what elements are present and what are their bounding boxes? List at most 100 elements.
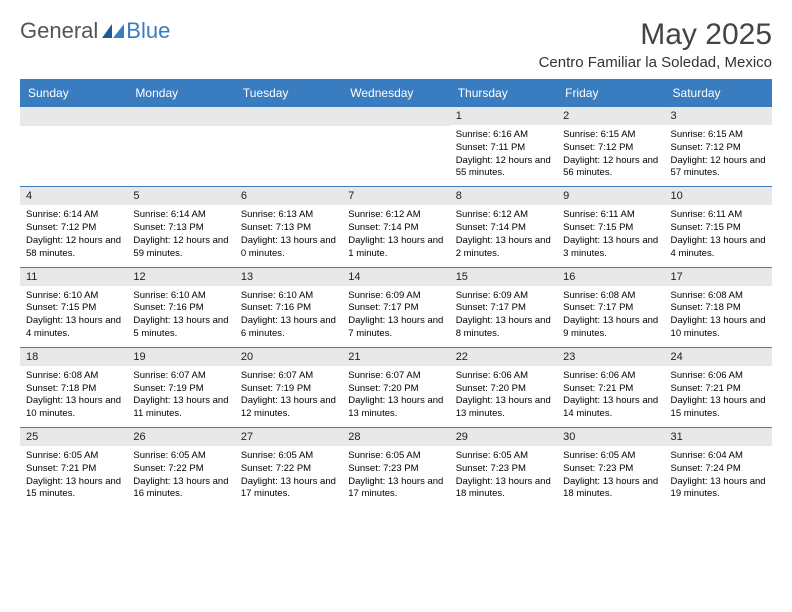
header: General Blue May 2025 Centro Familiar la… (20, 18, 772, 71)
sunset-text: Sunset: 7:12 PM (563, 142, 658, 155)
weekday-tuesday: Tuesday (235, 80, 342, 106)
day-cell: 31Sunrise: 6:04 AMSunset: 7:24 PMDayligh… (665, 428, 772, 507)
blank-day (20, 107, 127, 126)
day-number: 15 (450, 268, 557, 286)
daylight-text: Daylight: 13 hours and 13 minutes. (348, 395, 443, 421)
sunset-text: Sunset: 7:13 PM (241, 222, 336, 235)
daylight-text: Daylight: 13 hours and 15 minutes. (671, 395, 766, 421)
daylight-text: Daylight: 13 hours and 6 minutes. (241, 315, 336, 341)
day-cell: 25Sunrise: 6:05 AMSunset: 7:21 PMDayligh… (20, 428, 127, 507)
day-number: 19 (127, 348, 234, 366)
day-number: 11 (20, 268, 127, 286)
sunset-text: Sunset: 7:15 PM (671, 222, 766, 235)
daylight-text: Daylight: 13 hours and 12 minutes. (241, 395, 336, 421)
day-cell: 11Sunrise: 6:10 AMSunset: 7:15 PMDayligh… (20, 268, 127, 347)
day-number: 2 (557, 107, 664, 125)
sunrise-text: Sunrise: 6:14 AM (133, 209, 228, 222)
sunrise-text: Sunrise: 6:08 AM (26, 370, 121, 383)
day-number: 14 (342, 268, 449, 286)
day-number: 1 (450, 107, 557, 125)
day-body: Sunrise: 6:06 AMSunset: 7:21 PMDaylight:… (557, 366, 664, 427)
day-cell: 5Sunrise: 6:14 AMSunset: 7:13 PMDaylight… (127, 187, 234, 266)
day-cell: 4Sunrise: 6:14 AMSunset: 7:12 PMDaylight… (20, 187, 127, 266)
sunset-text: Sunset: 7:21 PM (563, 383, 658, 396)
day-body: Sunrise: 6:15 AMSunset: 7:12 PMDaylight:… (665, 125, 772, 186)
day-cell: 8Sunrise: 6:12 AMSunset: 7:14 PMDaylight… (450, 187, 557, 266)
day-body: Sunrise: 6:09 AMSunset: 7:17 PMDaylight:… (450, 286, 557, 347)
calendar: SundayMondayTuesdayWednesdayThursdayFrid… (20, 79, 772, 507)
day-number: 18 (20, 348, 127, 366)
day-body: Sunrise: 6:07 AMSunset: 7:20 PMDaylight:… (342, 366, 449, 427)
day-body: Sunrise: 6:10 AMSunset: 7:16 PMDaylight:… (235, 286, 342, 347)
day-number: 26 (127, 428, 234, 446)
daylight-text: Daylight: 13 hours and 0 minutes. (241, 235, 336, 261)
day-cell: 16Sunrise: 6:08 AMSunset: 7:17 PMDayligh… (557, 268, 664, 347)
day-number: 22 (450, 348, 557, 366)
sunrise-text: Sunrise: 6:13 AM (241, 209, 336, 222)
sunrise-text: Sunrise: 6:05 AM (348, 450, 443, 463)
sunrise-text: Sunrise: 6:06 AM (671, 370, 766, 383)
day-number: 12 (127, 268, 234, 286)
sunset-text: Sunset: 7:17 PM (563, 302, 658, 315)
blank-day (127, 107, 234, 126)
sunset-text: Sunset: 7:21 PM (26, 463, 121, 476)
day-cell: 1Sunrise: 6:16 AMSunset: 7:11 PMDaylight… (450, 107, 557, 186)
daylight-text: Daylight: 13 hours and 10 minutes. (26, 395, 121, 421)
sunset-text: Sunset: 7:14 PM (348, 222, 443, 235)
day-body: Sunrise: 6:05 AMSunset: 7:23 PMDaylight:… (342, 446, 449, 507)
sunrise-text: Sunrise: 6:05 AM (133, 450, 228, 463)
day-cell: 22Sunrise: 6:06 AMSunset: 7:20 PMDayligh… (450, 348, 557, 427)
sunset-text: Sunset: 7:12 PM (26, 222, 121, 235)
sunrise-text: Sunrise: 6:14 AM (26, 209, 121, 222)
daylight-text: Daylight: 13 hours and 10 minutes. (671, 315, 766, 341)
day-cell: 27Sunrise: 6:05 AMSunset: 7:22 PMDayligh… (235, 428, 342, 507)
day-number: 20 (235, 348, 342, 366)
day-body: Sunrise: 6:14 AMSunset: 7:13 PMDaylight:… (127, 205, 234, 266)
day-body: Sunrise: 6:12 AMSunset: 7:14 PMDaylight:… (450, 205, 557, 266)
daylight-text: Daylight: 13 hours and 19 minutes. (671, 476, 766, 502)
weekday-monday: Monday (127, 80, 234, 106)
daylight-text: Daylight: 13 hours and 17 minutes. (348, 476, 443, 502)
day-body: Sunrise: 6:05 AMSunset: 7:21 PMDaylight:… (20, 446, 127, 507)
day-body: Sunrise: 6:08 AMSunset: 7:18 PMDaylight:… (665, 286, 772, 347)
day-number: 17 (665, 268, 772, 286)
day-body: Sunrise: 6:13 AMSunset: 7:13 PMDaylight:… (235, 205, 342, 266)
day-cell: 7Sunrise: 6:12 AMSunset: 7:14 PMDaylight… (342, 187, 449, 266)
sunrise-text: Sunrise: 6:11 AM (563, 209, 658, 222)
sunrise-text: Sunrise: 6:15 AM (563, 129, 658, 142)
day-number: 23 (557, 348, 664, 366)
day-cell: 30Sunrise: 6:05 AMSunset: 7:23 PMDayligh… (557, 428, 664, 507)
sunset-text: Sunset: 7:19 PM (133, 383, 228, 396)
weekday-saturday: Saturday (665, 80, 772, 106)
day-cell: 2Sunrise: 6:15 AMSunset: 7:12 PMDaylight… (557, 107, 664, 186)
sunrise-text: Sunrise: 6:04 AM (671, 450, 766, 463)
sunset-text: Sunset: 7:23 PM (348, 463, 443, 476)
week-row: 11Sunrise: 6:10 AMSunset: 7:15 PMDayligh… (20, 267, 772, 347)
sunset-text: Sunset: 7:19 PM (241, 383, 336, 396)
daylight-text: Daylight: 13 hours and 3 minutes. (563, 235, 658, 261)
daylight-text: Daylight: 13 hours and 18 minutes. (563, 476, 658, 502)
day-body: Sunrise: 6:11 AMSunset: 7:15 PMDaylight:… (557, 205, 664, 266)
day-number: 8 (450, 187, 557, 205)
day-cell: 19Sunrise: 6:07 AMSunset: 7:19 PMDayligh… (127, 348, 234, 427)
day-number: 30 (557, 428, 664, 446)
day-body: Sunrise: 6:06 AMSunset: 7:20 PMDaylight:… (450, 366, 557, 427)
title-block: May 2025 Centro Familiar la Soledad, Mex… (539, 18, 772, 71)
day-body: Sunrise: 6:15 AMSunset: 7:12 PMDaylight:… (557, 125, 664, 186)
day-body: Sunrise: 6:12 AMSunset: 7:14 PMDaylight:… (342, 205, 449, 266)
sunset-text: Sunset: 7:23 PM (456, 463, 551, 476)
day-number: 10 (665, 187, 772, 205)
sunrise-text: Sunrise: 6:10 AM (26, 290, 121, 303)
blank-day (235, 107, 342, 126)
sunset-text: Sunset: 7:20 PM (456, 383, 551, 396)
day-body: Sunrise: 6:10 AMSunset: 7:15 PMDaylight:… (20, 286, 127, 347)
day-cell (235, 107, 342, 186)
location: Centro Familiar la Soledad, Mexico (539, 54, 772, 71)
day-cell: 15Sunrise: 6:09 AMSunset: 7:17 PMDayligh… (450, 268, 557, 347)
day-number: 28 (342, 428, 449, 446)
day-cell: 9Sunrise: 6:11 AMSunset: 7:15 PMDaylight… (557, 187, 664, 266)
daylight-text: Daylight: 12 hours and 55 minutes. (456, 155, 551, 181)
sunset-text: Sunset: 7:20 PM (348, 383, 443, 396)
logo-part2: Blue (126, 18, 170, 44)
day-number: 13 (235, 268, 342, 286)
